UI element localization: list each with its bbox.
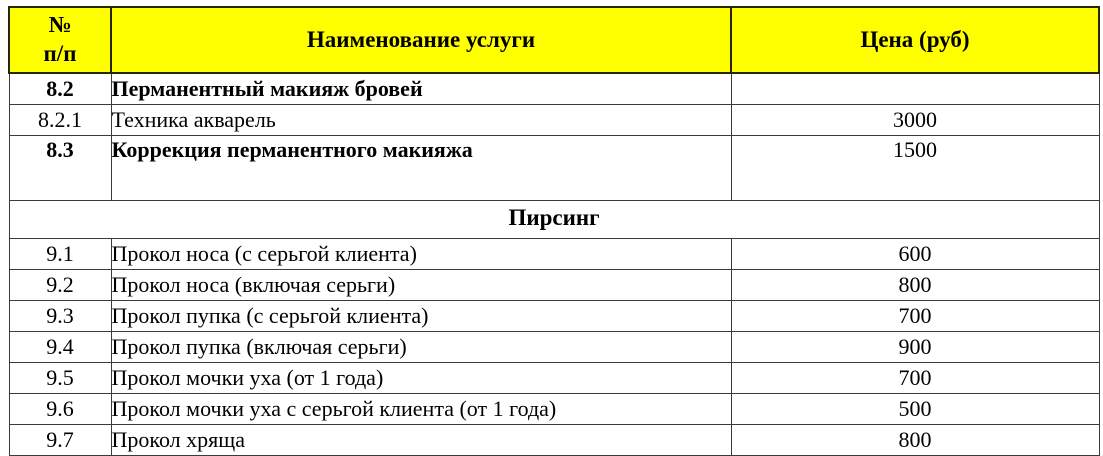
table-row: 8.2.1 Техника акварель 3000 [8, 104, 1100, 136]
table-row: 8.2 Перманентный макияж бровей [8, 72, 1100, 105]
table-row: 9.1 Прокол носа (с серьгой клиента) 600 [8, 238, 1100, 270]
cell-number: 8.2.1 [8, 104, 112, 136]
cell-service-name: Техника акварель [110, 104, 732, 136]
cell-number: 9.1 [8, 238, 112, 270]
cell-number: 9.3 [8, 300, 112, 332]
column-header-price: Цена (руб) [730, 6, 1100, 74]
cell-price: 800 [730, 424, 1100, 456]
column-header-number: № п/п [8, 6, 112, 74]
table-row: 9.2 Прокол носа (включая серьги) 800 [8, 269, 1100, 301]
table-row: 9.3 Прокол пупка (с серьгой клиента) 700 [8, 300, 1100, 332]
column-header-service-name: Наименование услуги [110, 6, 732, 74]
cell-service-name: Прокол носа (с серьгой клиента) [110, 238, 732, 270]
cell-price: 600 [730, 238, 1100, 270]
column-header-number-line1: № [48, 12, 72, 38]
cell-service-name: Прокол носа (включая серьги) [110, 269, 732, 301]
table-row: 9.7 Прокол хряща 800 [8, 424, 1100, 456]
cell-price: 800 [730, 269, 1100, 301]
cell-service-name: Прокол мочки уха с серьгой клиента (от 1… [110, 393, 732, 425]
cell-number: 9.5 [8, 362, 112, 394]
column-header-number-line2: п/п [43, 41, 77, 66]
table-row: 9.6 Прокол мочки уха с серьгой клиента (о… [8, 393, 1100, 425]
header-row: № п/п Наименование услуги Цена (руб) [8, 6, 1100, 74]
table-section-row: Пирсинг [8, 200, 1100, 239]
section-title: Пирсинг [8, 200, 1100, 239]
cell-number: 9.4 [8, 331, 112, 363]
cell-number: 8.3 [8, 135, 112, 201]
cell-price: 700 [730, 362, 1100, 394]
cell-price: 3000 [730, 104, 1100, 136]
price-table: № п/п Наименование услуги Цена (руб) 8.2… [8, 6, 1100, 456]
table-header: № п/п Наименование услуги Цена (руб) [8, 6, 1100, 74]
cell-number: 8.2 [8, 72, 112, 105]
cell-service-name: Перманентный макияж бровей [110, 72, 732, 105]
cell-price: 1500 [730, 135, 1100, 201]
cell-service-name: Прокол хряща [110, 424, 732, 456]
cell-price: 500 [730, 393, 1100, 425]
cell-service-name: Коррекция перманентного макияжа [110, 135, 732, 201]
cell-price [730, 72, 1100, 105]
cell-price: 700 [730, 300, 1100, 332]
table-row: 9.5 Прокол мочки уха (от 1 года) 700 [8, 362, 1100, 394]
cell-service-name: Прокол мочки уха (от 1 года) [110, 362, 732, 394]
cell-price: 900 [730, 331, 1100, 363]
cell-number: 9.6 [8, 393, 112, 425]
cell-number: 9.2 [8, 269, 112, 301]
cell-service-name: Прокол пупка (с серьгой клиента) [110, 300, 732, 332]
cell-number: 9.7 [8, 424, 112, 456]
table-row: 8.3 Коррекция перманентного макияжа 1500 [8, 135, 1100, 201]
cell-service-name: Прокол пупка (включая серьги) [110, 331, 732, 363]
table-body: 8.2 Перманентный макияж бровей 8.2.1 Техник… [8, 72, 1100, 456]
table-row: 9.4 Прокол пупка (включая серьги) 900 [8, 331, 1100, 363]
